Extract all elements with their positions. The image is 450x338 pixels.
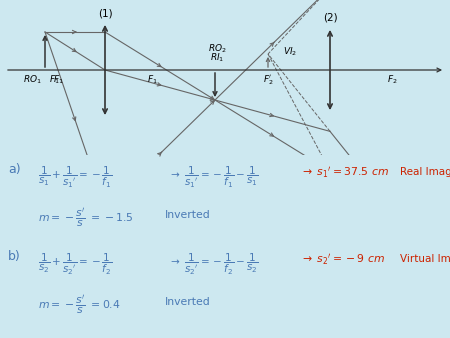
Text: $\rightarrow\ \dfrac{1}{s_1{}^{\prime}} = -\dfrac{1}{f_1} - \dfrac{1}{s_1}$: $\rightarrow\ \dfrac{1}{s_1{}^{\prime}} … bbox=[168, 165, 259, 190]
Text: $\dfrac{1}{s_1} + \dfrac{1}{s_1{}^{\prime}} = -\dfrac{1}{f_1}$: $\dfrac{1}{s_1} + \dfrac{1}{s_1{}^{\prim… bbox=[38, 165, 112, 190]
Text: $RO_1$: $RO_1$ bbox=[23, 73, 42, 86]
Text: $m = -\dfrac{s^{\prime}}{s}\ = -1.5$: $m = -\dfrac{s^{\prime}}{s}\ = -1.5$ bbox=[38, 207, 134, 230]
Text: (1): (1) bbox=[98, 8, 112, 18]
Text: (2): (2) bbox=[323, 13, 338, 23]
Text: Real Image: Real Image bbox=[400, 167, 450, 177]
Text: Inverted: Inverted bbox=[165, 210, 211, 220]
Text: $\rightarrow\ s_2{}^{\prime} = -9\ cm$: $\rightarrow\ s_2{}^{\prime} = -9\ cm$ bbox=[300, 252, 385, 267]
Text: Virtual Image: Virtual Image bbox=[400, 254, 450, 264]
Text: b): b) bbox=[8, 250, 21, 263]
Text: $RO_2$: $RO_2$ bbox=[207, 43, 226, 55]
Text: Inverted: Inverted bbox=[165, 297, 211, 307]
Text: $F_2$: $F_2$ bbox=[387, 73, 397, 86]
Text: $VI_2$: $VI_2$ bbox=[283, 46, 297, 58]
Text: a): a) bbox=[8, 163, 21, 176]
Text: $\dfrac{1}{s_2} + \dfrac{1}{s_2{}^{\prime}} = -\dfrac{1}{f_2}$: $\dfrac{1}{s_2} + \dfrac{1}{s_2{}^{\prim… bbox=[38, 252, 112, 277]
Text: $F_1$: $F_1$ bbox=[147, 73, 158, 86]
Text: $F_1$: $F_1$ bbox=[49, 73, 59, 86]
Text: $F_2'$: $F_2'$ bbox=[263, 73, 273, 87]
Text: $RI_1$: $RI_1$ bbox=[210, 51, 224, 64]
Text: $m = -\dfrac{s^{\prime}}{s}\ = 0.4$: $m = -\dfrac{s^{\prime}}{s}\ = 0.4$ bbox=[38, 294, 121, 316]
Text: $\rightarrow\ \dfrac{1}{s_2{}^{\prime}} = -\dfrac{1}{f_2} - \dfrac{1}{s_2}$: $\rightarrow\ \dfrac{1}{s_2{}^{\prime}} … bbox=[168, 252, 259, 277]
Text: $F_1$: $F_1$ bbox=[53, 73, 63, 86]
Text: $\rightarrow\ s_1{}^{\prime} = 37.5\ cm$: $\rightarrow\ s_1{}^{\prime} = 37.5\ cm$ bbox=[300, 165, 389, 180]
